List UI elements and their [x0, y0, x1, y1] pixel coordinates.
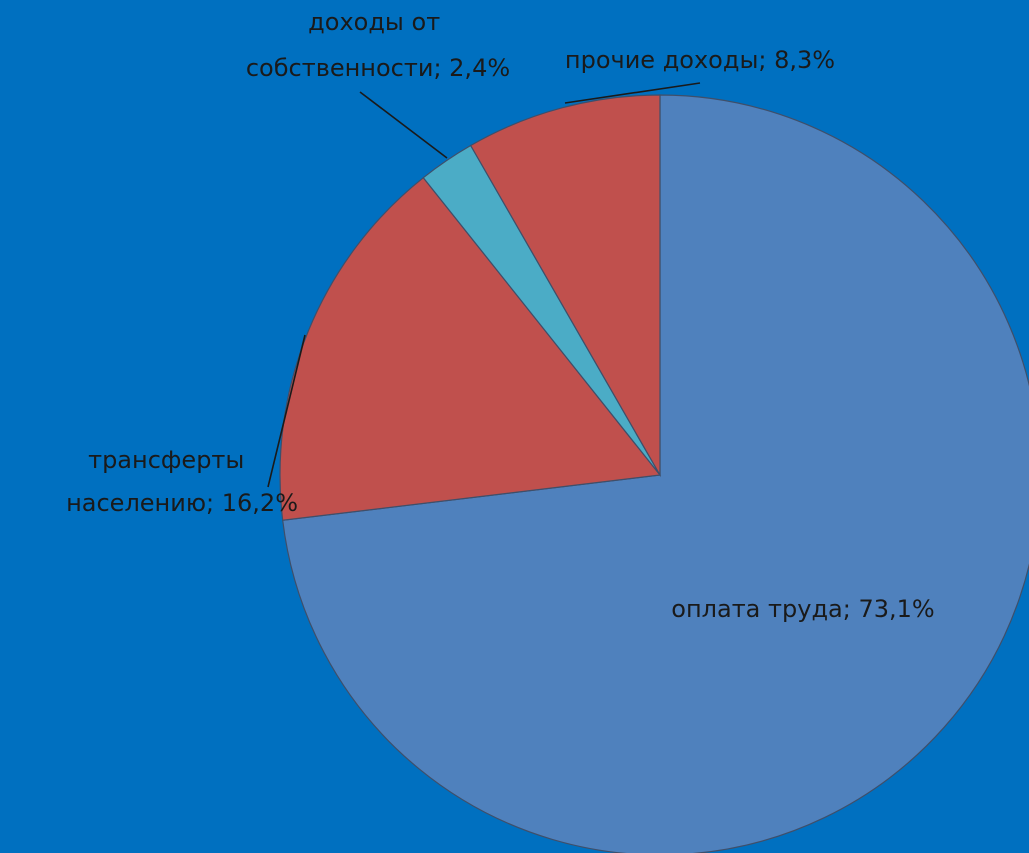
leader-line-transfers	[267, 334, 306, 488]
leader-line-property	[359, 91, 448, 159]
pie-slice-4	[469, 94, 661, 478]
data-label-property: доходы от собственности; 2,4%	[246, 8, 510, 82]
leader-line-other	[564, 82, 701, 104]
leader-lines	[267, 82, 701, 488]
pie-slice-2	[279, 176, 662, 521]
data-label-other: прочие доходы; 8,3%	[565, 46, 835, 74]
data-label-transfers-line1: трансферты	[88, 446, 244, 474]
data-label-labor: оплата труда; 73,1%	[671, 595, 934, 623]
data-label-transfers: трансферты населению; 16,2%	[66, 446, 298, 517]
pie-slices	[279, 94, 1029, 853]
data-label-property-line2: собственности; 2,4%	[246, 54, 510, 82]
pie-slice-1	[282, 94, 1029, 853]
data-label-transfers-line2: населению; 16,2%	[66, 489, 298, 517]
data-labels: оплата труда; 73,1% трансферты населению…	[66, 8, 935, 623]
data-label-property-line1: доходы от	[308, 8, 440, 36]
